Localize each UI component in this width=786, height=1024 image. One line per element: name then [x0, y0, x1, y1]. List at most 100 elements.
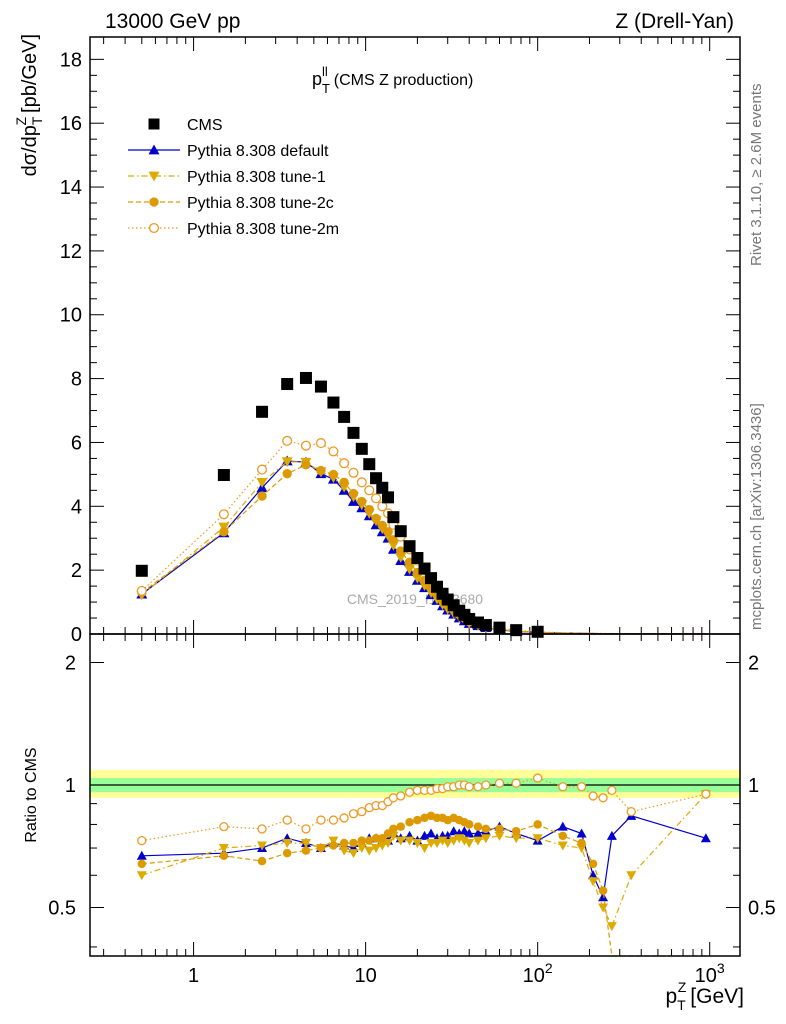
legend-item: Pythia 8.308 tune-1 [128, 169, 326, 186]
series-line [141, 460, 706, 635]
ratio-point [137, 835, 147, 846]
data-point [396, 546, 406, 556]
analysis-watermark: CMS_2019_I1753680 [347, 591, 483, 607]
legend-item: Pythia 8.308 tune-2c [128, 195, 334, 212]
legend-label: Pythia 8.308 default [187, 143, 329, 160]
data-point [299, 371, 312, 384]
ratio-point [495, 824, 504, 834]
legend-marker [149, 197, 159, 207]
data-point [348, 467, 359, 478]
ratio-point [349, 838, 358, 848]
ratio-point [364, 846, 375, 856]
data-point [135, 564, 148, 577]
data-point [281, 457, 293, 468]
ratio-point [557, 821, 568, 831]
ratio-point [701, 789, 711, 799]
ratio-point [136, 850, 147, 860]
x-tick-label: 10 [354, 965, 376, 987]
ratio-point [533, 773, 543, 783]
main-y-axis-label: dσ/dpTZ[pb/GeV] [13, 34, 45, 176]
ratio-series-line [141, 777, 707, 842]
ratio-point [459, 836, 470, 846]
ratio-point [533, 820, 542, 829]
data-point [136, 585, 147, 596]
data-point [338, 410, 351, 423]
y-tick-label: 16 [60, 113, 82, 135]
ratio-y-tick-label: 2 [65, 653, 76, 675]
ratio-point [511, 826, 521, 836]
ratio-point [558, 831, 568, 841]
ratio-point [588, 791, 598, 801]
ratio-point [598, 892, 609, 902]
ratio-panel-frame [89, 633, 741, 957]
data-point [339, 477, 349, 488]
data-point [256, 477, 268, 488]
ratio-point [396, 822, 405, 831]
ratio-point [419, 844, 430, 854]
legend-marker [148, 118, 160, 130]
data-point [316, 465, 326, 476]
y-tick-label: 4 [71, 496, 82, 518]
legend-marker [148, 222, 160, 234]
ratio-point [480, 834, 491, 844]
ratio-point [257, 856, 267, 866]
data-point [282, 435, 293, 446]
data-point [218, 509, 229, 520]
y-tick-label: 18 [60, 49, 82, 71]
y-tick-label: 8 [71, 369, 82, 391]
ratio-point [396, 791, 406, 801]
ratio-point [395, 836, 406, 846]
ratio-point [282, 848, 292, 858]
ratio-point [357, 836, 367, 845]
y-tick-label: 0 [71, 624, 82, 646]
ratio-y-tick-label-right: 1 [748, 775, 759, 797]
ratio-y-axis-label: Ratio to CMS [23, 747, 40, 842]
data-point [403, 540, 416, 553]
ratio-point [371, 844, 382, 854]
ratio-point [700, 833, 711, 843]
data-point [219, 527, 229, 537]
ratio-point [626, 871, 637, 881]
data-point [281, 378, 294, 391]
header-channel: Z (Drell-Yan) [615, 10, 734, 33]
data-point [394, 525, 407, 538]
data-point [282, 469, 292, 479]
series-line [141, 460, 706, 635]
legend-marker [148, 171, 160, 182]
ratio-point [301, 824, 311, 834]
ratio-point [357, 807, 367, 817]
data-point [328, 469, 339, 480]
x-axis-label: pTZ [GeV] [665, 979, 744, 1013]
ratio-point [219, 851, 229, 861]
ratio-point [383, 839, 394, 849]
ratio-point [257, 841, 268, 851]
ratio-point [494, 778, 505, 788]
ratio-point [473, 782, 483, 792]
data-point [357, 496, 367, 507]
data-point [370, 472, 383, 485]
data-point [256, 405, 269, 418]
ratio-point [464, 828, 475, 838]
ratio-point [577, 838, 586, 848]
data-point [404, 564, 416, 575]
data-point [364, 485, 375, 496]
y-tick-label: 6 [71, 432, 82, 454]
data-point [314, 380, 327, 393]
y-tick-label: 10 [60, 305, 82, 327]
ratio-point [339, 813, 349, 823]
data-point [348, 488, 359, 499]
data-point [363, 458, 376, 471]
series-markers [135, 371, 711, 957]
data-point [301, 460, 311, 470]
ratio-point [405, 817, 414, 827]
y-tick-label: 2 [71, 560, 82, 582]
data-point [300, 440, 312, 451]
ratio-point [442, 839, 453, 849]
data-point [217, 469, 230, 482]
data-point [328, 446, 339, 457]
rivet-label: Rivet 3.1.10, ≥ 2.6M events [748, 84, 765, 267]
ratio-point [481, 824, 491, 834]
ratio-point [588, 877, 599, 887]
